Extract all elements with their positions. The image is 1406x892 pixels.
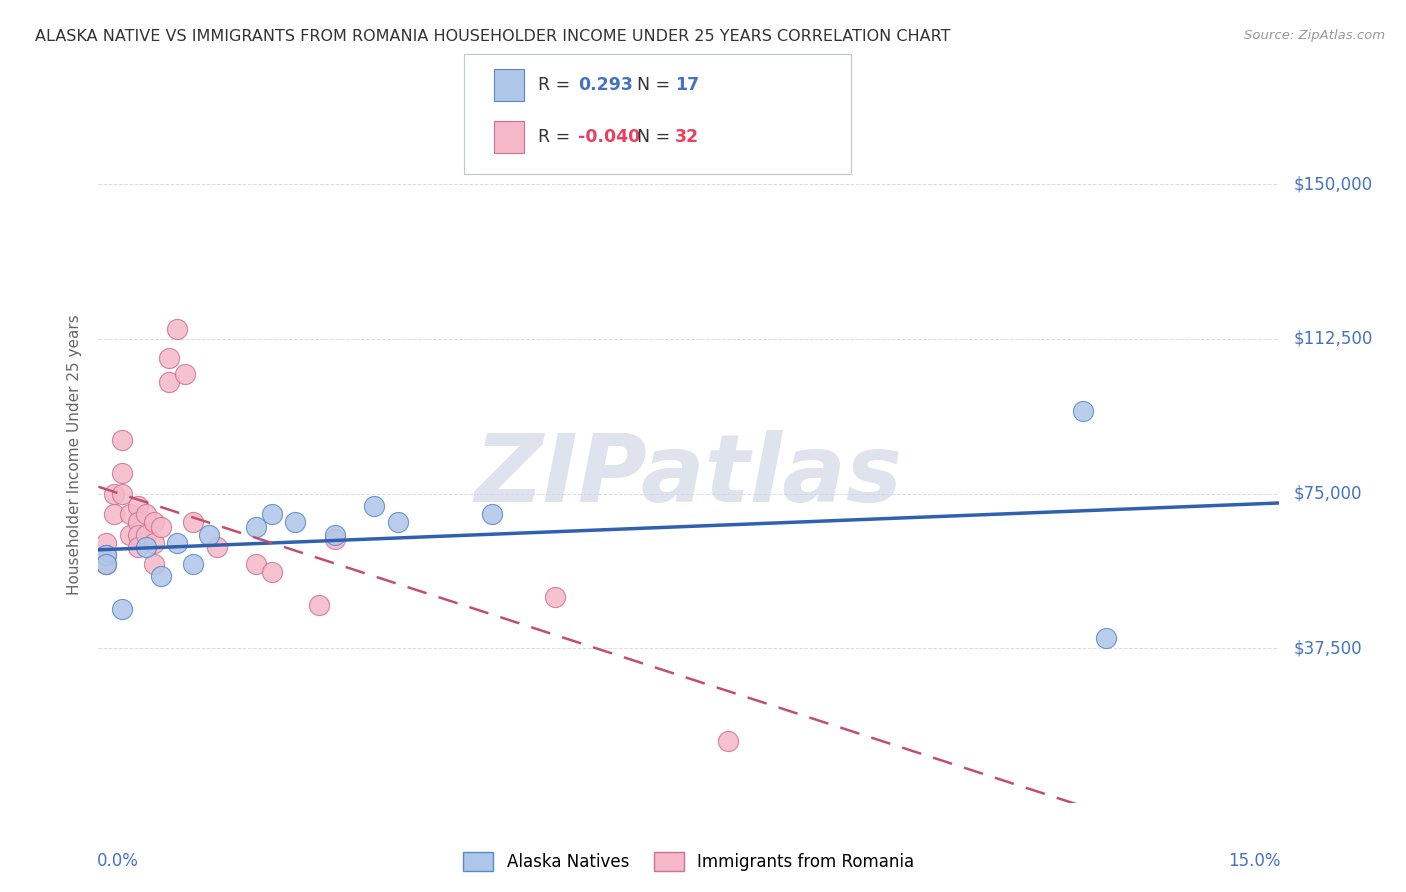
Point: [111, 466, 134, 480]
Point: [142, 516, 165, 530]
Point: [181, 516, 204, 530]
Point: [135, 507, 157, 521]
Point: [205, 540, 228, 554]
Point: [135, 528, 157, 542]
Point: [142, 557, 165, 571]
Point: [323, 532, 346, 546]
Text: $75,000: $75,000: [1294, 484, 1362, 502]
Point: [363, 499, 385, 513]
Point: [111, 602, 134, 616]
Point: [118, 528, 141, 542]
Text: $112,500: $112,500: [1294, 330, 1372, 348]
Text: Source: ZipAtlas.com: Source: ZipAtlas.com: [1244, 29, 1385, 42]
Text: $37,500: $37,500: [1294, 640, 1362, 657]
Point: [127, 516, 149, 530]
Point: [135, 540, 157, 554]
Point: [387, 516, 409, 530]
Point: [1071, 404, 1094, 418]
Y-axis label: Householder Income Under 25 years: Householder Income Under 25 years: [67, 315, 83, 595]
Point: [127, 540, 149, 554]
Point: [260, 507, 283, 521]
Text: ALASKA NATIVE VS IMMIGRANTS FROM ROMANIA HOUSEHOLDER INCOME UNDER 25 YEARS CORRE: ALASKA NATIVE VS IMMIGRANTS FROM ROMANIA…: [35, 29, 950, 44]
Point: [245, 519, 267, 533]
Point: [481, 507, 503, 521]
Point: [96, 549, 118, 563]
Text: 32: 32: [675, 128, 699, 146]
Point: [127, 499, 149, 513]
Point: [111, 486, 134, 500]
Point: [103, 507, 125, 521]
Point: [1095, 631, 1118, 645]
Point: [197, 528, 219, 542]
Point: [717, 734, 740, 748]
Point: [174, 367, 197, 381]
Point: [127, 528, 149, 542]
Text: N =: N =: [637, 128, 676, 146]
Point: [150, 569, 173, 583]
Point: [157, 351, 180, 365]
Point: [150, 519, 173, 533]
Text: $150,000: $150,000: [1294, 176, 1372, 194]
Point: [166, 536, 188, 550]
Point: [260, 565, 283, 579]
Point: [103, 486, 125, 500]
Text: ZIPatlas: ZIPatlas: [475, 430, 903, 522]
Point: [96, 549, 118, 563]
Point: [166, 321, 188, 335]
Legend: Alaska Natives, Immigrants from Romania: Alaska Natives, Immigrants from Romania: [457, 846, 921, 878]
Point: [323, 528, 346, 542]
Point: [284, 516, 307, 530]
Point: [245, 557, 267, 571]
Point: [544, 590, 567, 604]
Point: [118, 507, 141, 521]
Text: 0.0%: 0.0%: [97, 852, 139, 870]
Text: R =: R =: [538, 128, 576, 146]
Point: [96, 536, 118, 550]
Text: -0.040: -0.040: [578, 128, 640, 146]
Text: 15.0%: 15.0%: [1229, 852, 1281, 870]
Point: [96, 557, 118, 571]
Text: 0.293: 0.293: [578, 76, 633, 94]
Point: [157, 376, 180, 390]
Point: [142, 536, 165, 550]
Point: [181, 557, 204, 571]
Text: R =: R =: [538, 76, 576, 94]
Text: N =: N =: [637, 76, 676, 94]
Point: [308, 598, 330, 612]
Text: 17: 17: [675, 76, 699, 94]
Point: [111, 433, 134, 447]
Point: [96, 557, 118, 571]
